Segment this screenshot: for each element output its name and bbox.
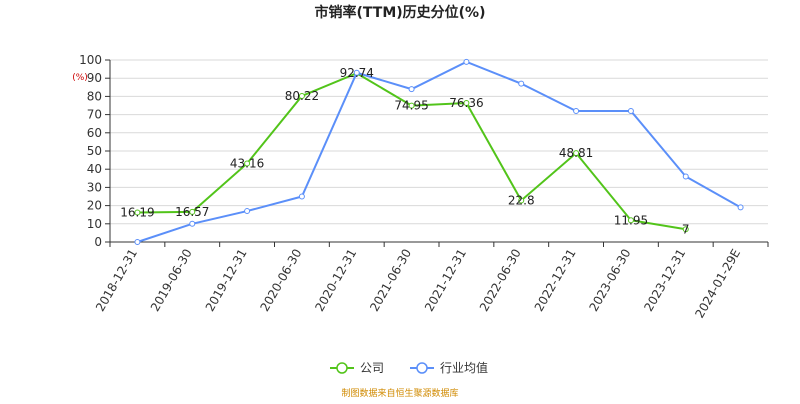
x-tick-label: 2023-12-31 <box>641 247 688 314</box>
x-tick-label: 2022-12-31 <box>532 247 579 314</box>
series-point-1 <box>353 69 360 76</box>
data-label: 76.36 <box>449 96 483 110</box>
data-label: 16.57 <box>175 205 209 219</box>
series-point-1 <box>134 239 141 245</box>
grid-layer <box>110 59 768 243</box>
x-tick-label: 2024-01-29E <box>692 247 743 321</box>
series-line-1 <box>137 60 742 243</box>
y-tick-label: 70 <box>87 108 102 122</box>
x-tick-label: 2018-12-31 <box>93 247 140 314</box>
data-label-layer: 16.19 16.57 43.16 80.22 92.74 74.95 76.36 22.8 4… <box>120 66 689 236</box>
series-point-0 <box>298 92 305 99</box>
data-label: 22.8 <box>508 194 535 208</box>
y-tick-label: 90 <box>87 71 102 85</box>
axis-layer: 0 10 20 30 40 50 60 70 80 90 100 2018-12-31 2019-06-… <box>79 53 769 321</box>
series-point-0 <box>627 217 634 224</box>
chart-title: 市销率(TTM)历史分位(%) <box>315 4 486 21</box>
series-point-0 <box>408 102 415 109</box>
legend-label-0: 公司 <box>360 361 384 375</box>
series-point-1 <box>573 107 580 114</box>
y-tick-label: 40 <box>87 162 102 176</box>
legend-marker-0 <box>336 362 348 374</box>
y-tick-label: 0 <box>94 235 102 249</box>
data-label: 74.95 <box>394 99 428 113</box>
legend-marker-1 <box>416 362 428 374</box>
x-tick-label: 2019-12-31 <box>203 246 250 313</box>
source-note: 制图数据来自恒生聚源数据库 <box>341 387 458 399</box>
x-tick-label: 2022-06-30 <box>477 247 524 314</box>
series-point-0 <box>463 100 470 107</box>
y-tick-label: 20 <box>87 199 102 213</box>
data-label: 92.74 <box>340 66 374 80</box>
series-point-1 <box>737 204 744 211</box>
series-point-1 <box>682 173 689 180</box>
series-point-0 <box>134 209 141 216</box>
series-point-0 <box>189 208 196 215</box>
x-tick-label: 2020-12-31 <box>312 247 359 314</box>
x-tick-label: 2023-06-30 <box>587 247 634 314</box>
data-label: 7 <box>682 222 690 236</box>
series-point-1 <box>408 86 415 93</box>
y-tick-label: 50 <box>87 144 102 158</box>
data-label: 48.81 <box>559 146 593 160</box>
series-point-1 <box>518 80 525 87</box>
data-label: 11.95 <box>614 213 648 227</box>
x-tick-label: 2020-06-30 <box>258 247 305 314</box>
data-label: 43.16 <box>230 156 264 170</box>
x-tick-label: 2019-06-30 <box>148 247 195 314</box>
legend: 公司 行业均值 <box>330 360 488 375</box>
series-point-0 <box>518 197 525 204</box>
series-point-1 <box>627 107 634 114</box>
y-tick-label: 30 <box>87 180 102 194</box>
series-point-1 <box>189 220 196 227</box>
data-label: 16.19 <box>120 206 154 220</box>
series-point-1 <box>463 58 470 65</box>
y-tick-label: 60 <box>87 126 102 140</box>
y-tick-label: 100 <box>79 53 102 67</box>
series-point-0 <box>682 226 689 233</box>
series-point-1 <box>298 193 305 200</box>
legend-label-1: 行业均值 <box>440 360 488 375</box>
series-point-0 <box>244 160 251 167</box>
data-label: 80.22 <box>285 89 319 103</box>
y-axis-unit: (%) <box>72 73 88 83</box>
series-point-0 <box>573 150 580 157</box>
series-point-1 <box>244 208 251 215</box>
y-tick-label: 80 <box>87 89 102 103</box>
y-tick-label: 10 <box>87 217 102 231</box>
series-layer <box>134 58 744 245</box>
x-tick-label: 2021-12-31 <box>422 246 469 313</box>
x-tick-label: 2021-06-30 <box>367 247 414 314</box>
